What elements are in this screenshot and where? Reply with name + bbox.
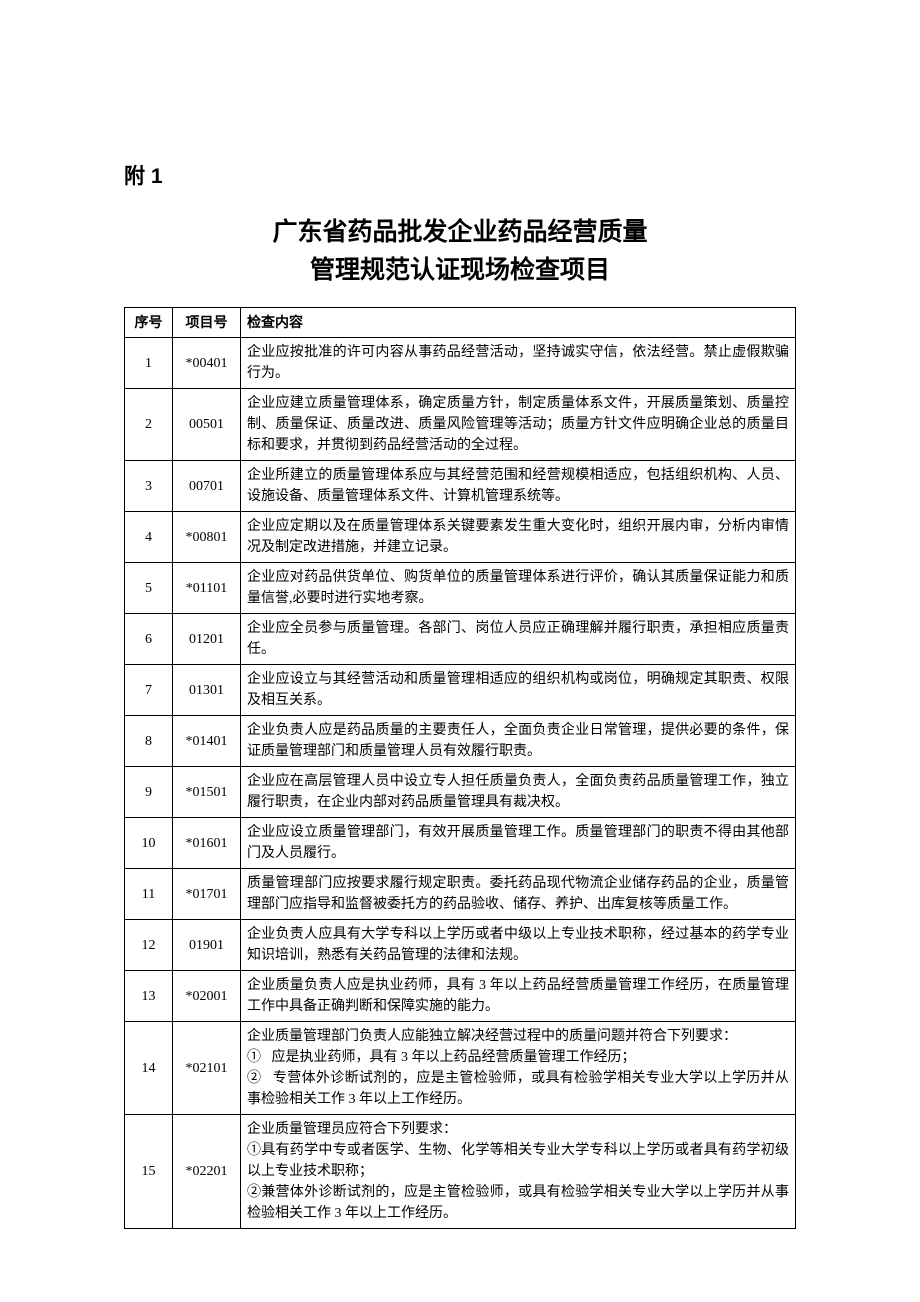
cell-seq: 8	[125, 716, 173, 767]
table-row: 8*01401企业负责人应是药品质量的主要责任人，全面负责企业日常管理，提供必要…	[125, 716, 796, 767]
table-row: 701301企业应设立与其经营活动和质量管理相适应的组织机构或岗位，明确规定其职…	[125, 665, 796, 716]
table-row: 601201企业应全员参与质量管理。各部门、岗位人员应正确理解并履行职责，承担相…	[125, 614, 796, 665]
cell-content: 质量管理部门应按要求履行规定职责。委托药品现代物流企业储存药品的企业，质量管理部…	[241, 869, 796, 920]
cell-seq: 13	[125, 971, 173, 1022]
cell-content: 企业质量管理部门负责人应能独立解决经营过程中的质量问题并符合下列要求： ① 应是…	[241, 1022, 796, 1115]
cell-code: *02001	[173, 971, 241, 1022]
cell-seq: 10	[125, 818, 173, 869]
cell-content: 企业应对药品供货单位、购货单位的质量管理体系进行评价，确认其质量保证能力和质量信…	[241, 563, 796, 614]
cell-content: 企业应在高层管理人员中设立专人担任质量负责人，全面负责药品质量管理工作，独立履行…	[241, 767, 796, 818]
cell-code: 01301	[173, 665, 241, 716]
cell-content: 企业应定期以及在质量管理体系关键要素发生重大变化时，组织开展内审，分析内审情况及…	[241, 512, 796, 563]
cell-code: *01101	[173, 563, 241, 614]
cell-seq: 6	[125, 614, 173, 665]
table-row: 5*01101企业应对药品供货单位、购货单位的质量管理体系进行评价，确认其质量保…	[125, 563, 796, 614]
cell-content: 企业应建立质量管理体系，确定质量方针，制定质量体系文件，开展质量策划、质量控制、…	[241, 389, 796, 461]
table-header-row: 序号 项目号 检查内容	[125, 308, 796, 338]
cell-code: *02101	[173, 1022, 241, 1115]
cell-content: 企业所建立的质量管理体系应与其经营范围和经营规模相适应，包括组织机构、人员、设施…	[241, 461, 796, 512]
cell-code: 01901	[173, 920, 241, 971]
cell-content: 企业应设立与其经营活动和质量管理相适应的组织机构或岗位，明确规定其职责、权限及相…	[241, 665, 796, 716]
cell-seq: 15	[125, 1115, 173, 1229]
cell-content: 企业负责人应具有大学专科以上学历或者中级以上专业技术职称，经过基本的药学专业知识…	[241, 920, 796, 971]
table-row: 10*01601企业应设立质量管理部门，有效开展质量管理工作。质量管理部门的职责…	[125, 818, 796, 869]
cell-content: 企业应设立质量管理部门，有效开展质量管理工作。质量管理部门的职责不得由其他部门及…	[241, 818, 796, 869]
cell-seq: 1	[125, 338, 173, 389]
header-content: 检查内容	[241, 308, 796, 338]
cell-code: *01601	[173, 818, 241, 869]
table-row: 14*02101企业质量管理部门负责人应能独立解决经营过程中的质量问题并符合下列…	[125, 1022, 796, 1115]
cell-code: 00501	[173, 389, 241, 461]
header-seq: 序号	[125, 308, 173, 338]
appendix-label: 附 1	[124, 160, 796, 190]
table-row: 13*02001企业质量负责人应是执业药师，具有 3 年以上药品经营质量管理工作…	[125, 971, 796, 1022]
cell-content: 企业负责人应是药品质量的主要责任人，全面负责企业日常管理，提供必要的条件，保证质…	[241, 716, 796, 767]
cell-seq: 5	[125, 563, 173, 614]
document-title-line-2: 管理规范认证现场检查项目	[124, 252, 796, 290]
table-row: 300701企业所建立的质量管理体系应与其经营范围和经营规模相适应，包括组织机构…	[125, 461, 796, 512]
cell-seq: 7	[125, 665, 173, 716]
cell-code: *01701	[173, 869, 241, 920]
cell-content: 企业质量负责人应是执业药师，具有 3 年以上药品经营质量管理工作经历，在质量管理…	[241, 971, 796, 1022]
header-code: 项目号	[173, 308, 241, 338]
cell-seq: 11	[125, 869, 173, 920]
table-row: 1201901企业负责人应具有大学专科以上学历或者中级以上专业技术职称，经过基本…	[125, 920, 796, 971]
cell-content: 企业应全员参与质量管理。各部门、岗位人员应正确理解并履行职责，承担相应质量责任。	[241, 614, 796, 665]
cell-seq: 4	[125, 512, 173, 563]
cell-code: 01201	[173, 614, 241, 665]
inspection-table: 序号 项目号 检查内容 1*00401企业应按批准的许可内容从事药品经营活动，坚…	[124, 307, 796, 1229]
table-row: 1*00401企业应按批准的许可内容从事药品经营活动，坚持诚实守信，依法经营。禁…	[125, 338, 796, 389]
cell-code: *01401	[173, 716, 241, 767]
table-row: 11*01701质量管理部门应按要求履行规定职责。委托药品现代物流企业储存药品的…	[125, 869, 796, 920]
table-row: 15*02201企业质量管理员应符合下列要求： ①具有药学中专或者医学、生物、化…	[125, 1115, 796, 1229]
cell-code: *00401	[173, 338, 241, 389]
table-body: 1*00401企业应按批准的许可内容从事药品经营活动，坚持诚实守信，依法经营。禁…	[125, 338, 796, 1229]
table-row: 4*00801企业应定期以及在质量管理体系关键要素发生重大变化时，组织开展内审，…	[125, 512, 796, 563]
cell-seq: 9	[125, 767, 173, 818]
cell-seq: 12	[125, 920, 173, 971]
cell-content: 企业质量管理员应符合下列要求： ①具有药学中专或者医学、生物、化学等相关专业大学…	[241, 1115, 796, 1229]
table-row: 200501企业应建立质量管理体系，确定质量方针，制定质量体系文件，开展质量策划…	[125, 389, 796, 461]
cell-code: 00701	[173, 461, 241, 512]
document-title-line-1: 广东省药品批发企业药品经营质量	[124, 214, 796, 252]
cell-seq: 14	[125, 1022, 173, 1115]
cell-seq: 2	[125, 389, 173, 461]
cell-content: 企业应按批准的许可内容从事药品经营活动，坚持诚实守信，依法经营。禁止虚假欺骗行为…	[241, 338, 796, 389]
cell-seq: 3	[125, 461, 173, 512]
cell-code: *00801	[173, 512, 241, 563]
table-row: 9*01501企业应在高层管理人员中设立专人担任质量负责人，全面负责药品质量管理…	[125, 767, 796, 818]
cell-code: *02201	[173, 1115, 241, 1229]
cell-code: *01501	[173, 767, 241, 818]
